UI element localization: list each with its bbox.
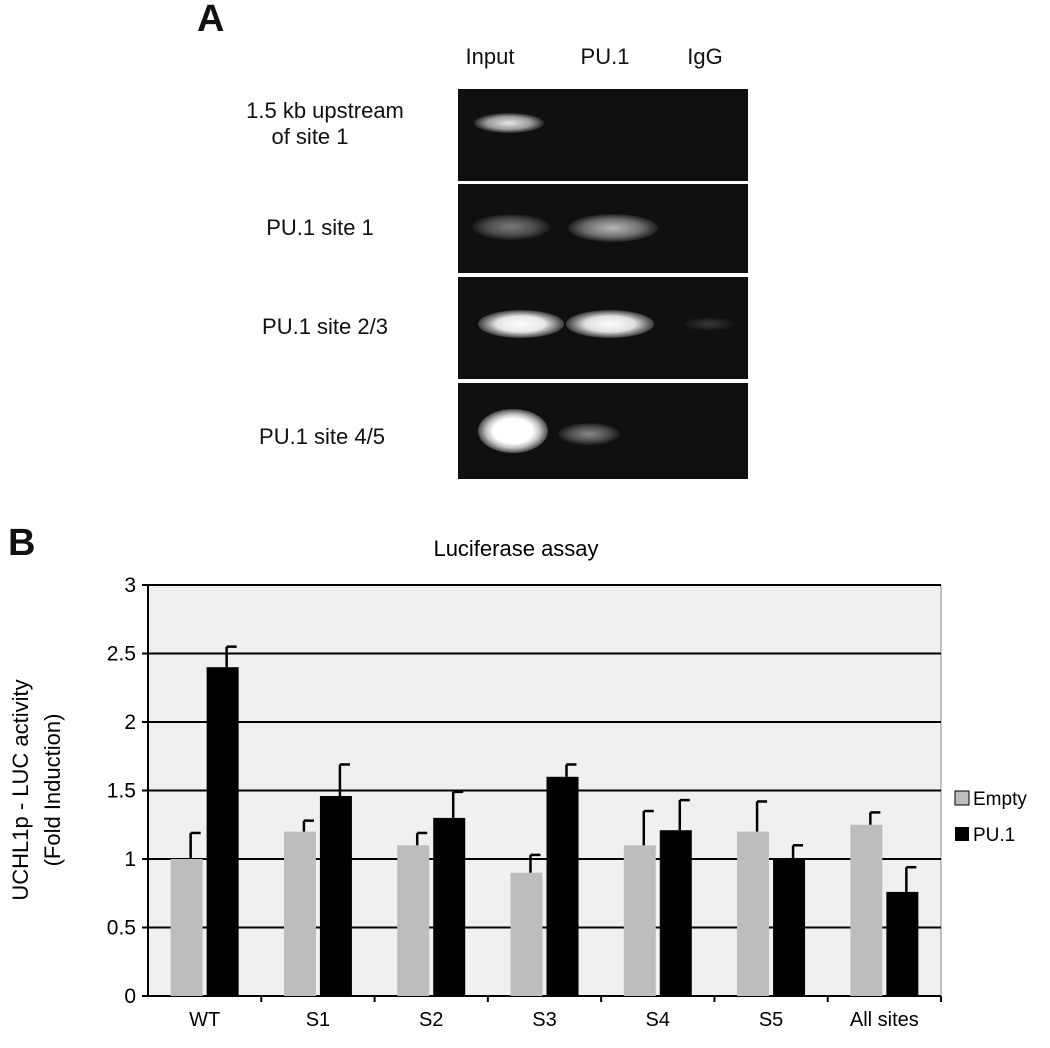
- y-axis-label-line1: UCHL1p - LUC activity: [8, 679, 33, 900]
- y-tick-label: 2.5: [107, 643, 136, 666]
- bar-pu1-6: [886, 891, 919, 996]
- bar-empty-0: [170, 859, 203, 996]
- y-tick-label: 0: [124, 985, 136, 1008]
- gel-strip-site23: [458, 277, 748, 379]
- bar-pu1-0: [206, 667, 239, 996]
- chart-title: Luciferase assay: [433, 540, 598, 561]
- gel-row-label-site23: PU.1 site 2/3: [262, 314, 388, 339]
- legend-swatch-empty: [954, 790, 970, 806]
- x-tick-label: S3: [532, 1009, 556, 1031]
- x-tick-label: WT: [189, 1009, 220, 1031]
- bar-empty-3: [510, 872, 543, 996]
- panel-b-letter: B: [8, 522, 36, 564]
- y-tick-label: 1.5: [107, 780, 136, 803]
- gel-row-label-site45: PU.1 site 4/5: [259, 424, 385, 449]
- bar-empty-4: [623, 845, 656, 996]
- gel-row-label-site1: PU.1 site 1: [266, 215, 374, 240]
- x-tick-label: S5: [759, 1009, 783, 1031]
- legend: Empty PU.1: [954, 789, 1027, 846]
- bar-empty-6: [850, 824, 883, 996]
- bar-empty-2: [397, 845, 430, 996]
- gel-strip-site45: [458, 383, 748, 479]
- y-ticks: 0 0.5 1 1.5 2 2.5 3: [107, 574, 148, 1008]
- gel-band: [472, 214, 550, 240]
- x-tick-label: S1: [306, 1009, 330, 1031]
- y-tick-label: 3: [124, 574, 136, 597]
- gel-row-label-upstream-line2: of site 1: [271, 124, 349, 149]
- bar-pu1-1: [319, 795, 352, 996]
- lane-header-igg: IgG: [687, 44, 723, 69]
- gel-band: [566, 310, 654, 338]
- gel-strip-site1: [458, 184, 748, 273]
- legend-label-empty: Empty: [973, 789, 1027, 810]
- bar-empty-1: [283, 831, 316, 996]
- gel-strip-upstream: [458, 89, 748, 181]
- panel-a-letter: A: [197, 0, 225, 40]
- bars: [170, 645, 919, 996]
- y-tick-label: 2: [124, 711, 136, 734]
- lane-header-pu1: PU.1: [580, 44, 630, 69]
- gel-row-label-upstream-line1: 1.5 kb upstream: [246, 98, 404, 123]
- x-tick-label: All sites: [850, 1009, 919, 1031]
- bar-pu1-4: [659, 830, 692, 996]
- x-labels: WT S1 S2 S3 S4 S5 All sites: [189, 996, 942, 1031]
- gel-band: [568, 214, 658, 242]
- x-tick-label: S4: [646, 1009, 670, 1031]
- gel-band: [478, 310, 564, 338]
- legend-label-pu1: PU.1: [973, 825, 1015, 846]
- grid-lines: [148, 584, 941, 929]
- bar-pu1-3: [546, 776, 579, 996]
- bar-empty-5: [737, 831, 770, 996]
- gel-band: [478, 409, 548, 453]
- x-tick-label: S2: [419, 1009, 443, 1031]
- lane-header-input: Input: [465, 44, 515, 69]
- bar-pu1-5: [773, 859, 806, 996]
- y-tick-label: 0.5: [107, 917, 136, 940]
- gel-row-label-upstream: 1.5 kb upstream of site 1: [205, 98, 445, 150]
- y-axis-label-line2: (Fold Induction): [40, 714, 65, 867]
- bar-pu1-2: [433, 817, 466, 996]
- gel-band: [684, 317, 734, 331]
- y-tick-label: 1: [124, 848, 136, 871]
- gel-band: [558, 423, 620, 445]
- gel-band: [474, 113, 544, 133]
- legend-swatch-pu1: [955, 827, 969, 841]
- bar-chart: Luciferase assay 0 0.5 1 1.5 2 2.5 3 WT S1 S2 S3 S…: [8, 540, 1027, 1031]
